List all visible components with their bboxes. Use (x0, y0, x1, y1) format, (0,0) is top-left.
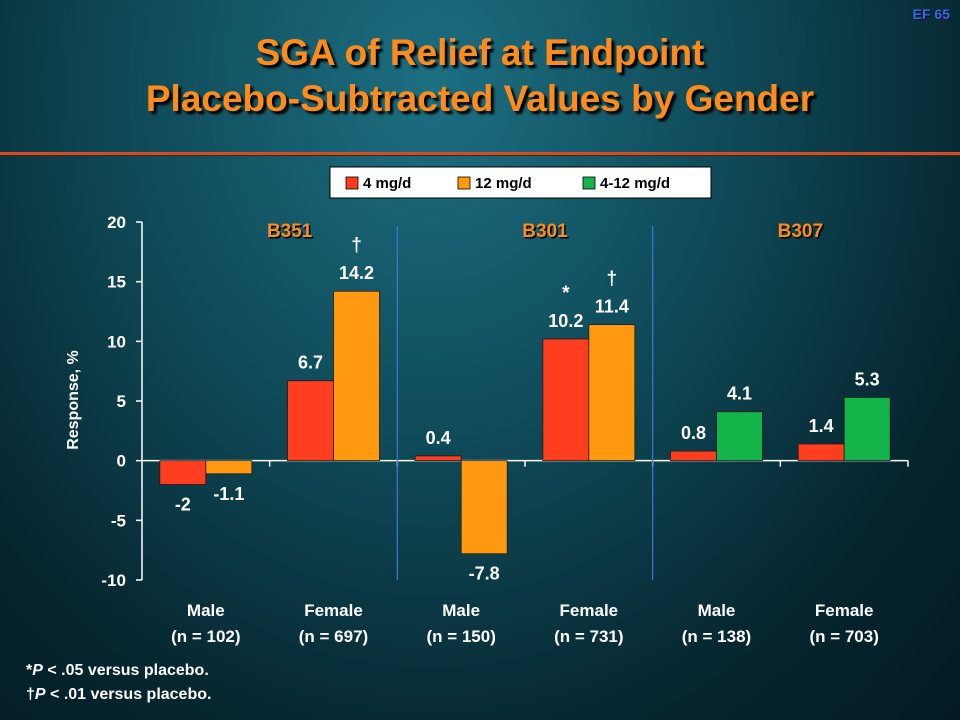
footnote-1-p: P (32, 662, 43, 679)
x-category-n: (n = 703) (809, 627, 878, 646)
data-label: 11.4 (595, 297, 629, 317)
x-category-n: (n = 138) (682, 627, 751, 646)
slide-id: EF 65 (912, 6, 950, 22)
footnote-2-symbol: † (26, 686, 35, 703)
data-label: 1.4 (809, 416, 834, 436)
legend-swatch (345, 176, 359, 190)
x-category-label: Male (187, 601, 225, 620)
footnote-2-p: P (34, 686, 46, 703)
footnote-1-text: < .05 versus placebo. (42, 662, 209, 679)
bar (588, 324, 636, 462)
bar (205, 460, 253, 475)
legend-box (329, 166, 712, 199)
data-label: 0.4 (426, 428, 451, 448)
x-category-n: (n = 731) (554, 627, 623, 646)
footnote-2: †P < .01 versus placebo. (26, 686, 211, 704)
data-label: -2 (175, 495, 191, 515)
study-label-shadow: B301 (524, 223, 570, 244)
title-line-1: SGA of Relief at Endpoint (255, 32, 705, 73)
study-label-shadow: B307 (779, 223, 824, 244)
bar (797, 443, 845, 462)
significance-mark: † (351, 235, 362, 256)
bar (460, 460, 508, 555)
y-tick-label: -10 (101, 571, 126, 590)
bar (287, 380, 334, 462)
x-category-n: (n = 697) (299, 627, 368, 646)
study-label-shadow: B351 (268, 223, 314, 244)
data-label: 4.1 (727, 384, 752, 404)
study-label: B351 (267, 221, 313, 242)
x-category-label: Male (442, 601, 480, 620)
study-label: B301 (522, 221, 568, 242)
y-tick-label: -5 (111, 511, 126, 530)
page-title: SGA of Relief at Endpoint Placebo-Subtra… (0, 30, 960, 122)
bar (414, 455, 462, 462)
x-category-n: (n = 150) (426, 627, 495, 646)
data-label: -1.1 (213, 484, 244, 504)
title-divider (0, 152, 960, 156)
y-tick-label: 20 (107, 213, 126, 232)
data-label: 0.8 (681, 423, 706, 443)
data-label: -7.8 (469, 564, 500, 584)
x-category-label: Female (304, 601, 363, 620)
x-category-label: Female (815, 601, 874, 620)
bar (716, 411, 763, 462)
data-label: 6.7 (298, 353, 323, 373)
title-line-2: Placebo-Subtracted Values by Gender (145, 78, 815, 119)
data-label: 5.3 (855, 369, 880, 389)
data-label: 10.2 (548, 311, 583, 331)
bar (843, 397, 891, 462)
legend-swatch (582, 176, 596, 190)
legend-label: 12 mg/d (475, 175, 532, 192)
footnote-1: *P < .05 versus placebo. (26, 662, 209, 680)
footnote-2-text: < .01 versus placebo. (45, 686, 212, 703)
y-tick-label: 0 (117, 452, 126, 471)
legend-label: 4-12 mg/d (600, 175, 670, 192)
legend-swatch (457, 176, 471, 190)
study-label: B307 (778, 221, 823, 242)
data-label: 14.2 (339, 263, 374, 283)
y-axis-label: Response, % (65, 350, 82, 450)
significance-mark: † (607, 269, 618, 290)
footnote-1-symbol: * (26, 662, 33, 679)
bar (159, 460, 207, 485)
bar (542, 338, 590, 462)
bar (670, 450, 717, 462)
legend-label: 4 mg/d (363, 175, 411, 192)
y-tick-label: 15 (107, 273, 126, 292)
significance-mark: * (562, 283, 570, 304)
y-tick-label: 5 (117, 392, 126, 411)
x-category-n: (n = 102) (171, 627, 240, 646)
y-tick-label: 10 (107, 332, 126, 351)
bar (333, 290, 380, 462)
x-category-label: Male (698, 601, 736, 620)
x-category-label: Female (560, 601, 619, 620)
